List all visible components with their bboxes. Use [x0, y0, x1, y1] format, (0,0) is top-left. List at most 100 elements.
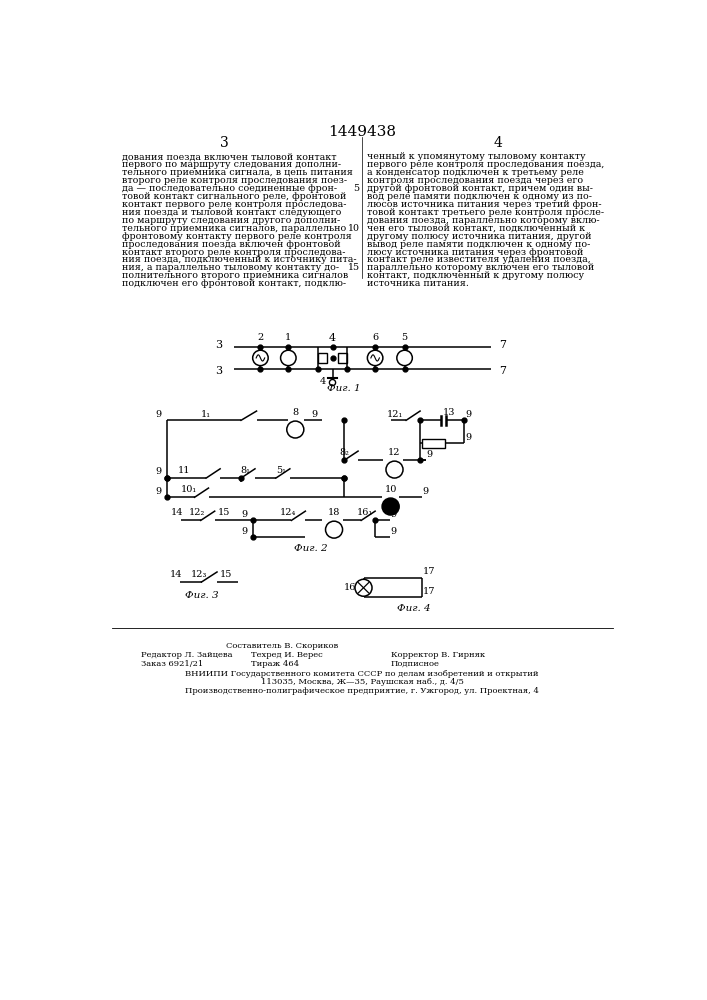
Text: Фиг. 1: Фиг. 1 [327, 384, 361, 393]
Text: Тираж 464: Тираж 464 [251, 660, 299, 668]
Text: 9: 9 [242, 527, 248, 536]
Text: подключен его фронтовой контакт, подклю-: подключен его фронтовой контакт, подклю- [122, 279, 346, 288]
Text: 4: 4 [493, 136, 502, 150]
Text: дования поезда включен тыловой контакт: дования поезда включен тыловой контакт [122, 152, 337, 161]
Text: Заказ 6921/21: Заказ 6921/21 [141, 660, 204, 668]
Bar [338, 353, 347, 363]
Text: другой фронтовой контакт, причем один вы-: другой фронтовой контакт, причем один вы… [368, 184, 593, 193]
Text: 10: 10 [348, 224, 360, 233]
Text: 5: 5 [402, 333, 408, 342]
Text: 15: 15 [348, 263, 360, 272]
Text: вывод реле памяти подключен к одному по-: вывод реле памяти подключен к одному по- [368, 240, 591, 249]
Text: 16₁: 16₁ [357, 508, 373, 517]
Text: 12₁: 12₁ [386, 410, 403, 419]
Text: 1449438: 1449438 [328, 125, 396, 139]
Text: второго реле контроля проследования поез-: второго реле контроля проследования поез… [122, 176, 347, 185]
Text: Фиг. 2: Фиг. 2 [294, 544, 327, 553]
Text: 10₁: 10₁ [181, 485, 197, 494]
Text: ВНИИПИ Государственного комитета СССР по делам изобретений и открытий: ВНИИПИ Государственного комитета СССР по… [185, 670, 539, 678]
Text: Корректор В. Гирняк: Корректор В. Гирняк [391, 651, 485, 659]
Text: товой контакт сигнального реле, фронтовой: товой контакт сигнального реле, фронтово… [122, 192, 346, 201]
Text: да — последовательно соединенные фрон-: да — последовательно соединенные фрон- [122, 184, 337, 193]
Text: 3: 3 [220, 136, 228, 150]
Text: 9: 9 [391, 510, 397, 519]
Text: Редактор Л. Зайцева: Редактор Л. Зайцева [141, 651, 233, 659]
Text: ния поезда, подключенный к источнику пита-: ния поезда, подключенный к источнику пит… [122, 255, 356, 264]
Text: 13: 13 [443, 408, 455, 417]
Text: а конденсатор подключен к третьему реле: а конденсатор подключен к третьему реле [368, 168, 584, 177]
Text: 17: 17 [423, 587, 436, 596]
Text: 9: 9 [426, 450, 433, 459]
Circle shape [397, 350, 412, 366]
Text: фронтовому контакту первого реле контроля: фронтовому контакту первого реле контрол… [122, 232, 351, 241]
Text: проследования поезда включен фронтовой: проследования поезда включен фронтовой [122, 240, 340, 249]
Text: 9: 9 [465, 410, 471, 419]
Text: 12₂: 12₂ [189, 508, 205, 517]
Circle shape [252, 350, 268, 366]
Text: тельного приемника сигналов, параллельно: тельного приемника сигналов, параллельно [122, 224, 346, 233]
Text: 12₄: 12₄ [279, 508, 296, 517]
Text: 3: 3 [215, 366, 222, 376]
Text: контакт, подключенный к другому полюсу: контакт, подключенный к другому полюсу [368, 271, 585, 280]
Text: другому полюсу источника питания, другой: другому полюсу источника питания, другой [368, 232, 592, 241]
Circle shape [281, 350, 296, 366]
Text: 15: 15 [218, 508, 230, 517]
Text: 9: 9 [391, 527, 397, 536]
Text: ния, а параллельно тыловому контакту до-: ния, а параллельно тыловому контакту до- [122, 263, 339, 272]
Text: 4: 4 [320, 377, 327, 386]
Text: 14: 14 [170, 570, 182, 579]
Text: 14: 14 [171, 508, 184, 517]
Text: Подписное: Подписное [391, 660, 440, 668]
Text: 16: 16 [344, 583, 356, 592]
Circle shape [355, 579, 372, 596]
Text: 9: 9 [155, 487, 161, 496]
Text: 9: 9 [465, 433, 471, 442]
Text: Составитель В. Скориков: Составитель В. Скориков [226, 642, 338, 650]
Text: 2: 2 [257, 333, 264, 342]
Text: 12: 12 [388, 448, 401, 457]
Circle shape [386, 461, 403, 478]
Text: контакт первого реле контроля проследова-: контакт первого реле контроля проследова… [122, 200, 346, 209]
Text: 8: 8 [292, 408, 298, 417]
Text: 9: 9 [423, 487, 428, 496]
Text: источника питания.: источника питания. [368, 279, 469, 288]
Circle shape [287, 421, 304, 438]
Circle shape [325, 521, 343, 538]
Text: контакт второго реле контроля проследова-: контакт второго реле контроля проследова… [122, 248, 345, 257]
Text: 6: 6 [372, 333, 378, 342]
Text: 12₃: 12₃ [191, 570, 207, 579]
Text: люсов источника питания через третий фрон-: люсов источника питания через третий фро… [368, 200, 602, 209]
Text: 11: 11 [178, 466, 191, 475]
Text: 8₁: 8₁ [240, 466, 250, 475]
Text: Производственно-полиграфическое предприятие, г. Ужгород, ул. Проектная, 4: Производственно-полиграфическое предприя… [185, 687, 539, 695]
Text: 1: 1 [285, 333, 291, 342]
Text: 10: 10 [385, 485, 397, 494]
Text: первого реле контроля проследования поезда,: первого реле контроля проследования поез… [368, 160, 604, 169]
Text: дования поезда, параллельно которому вклю-: дования поезда, параллельно которому вкл… [368, 216, 600, 225]
Text: полнительного второго приемника сигналов: полнительного второго приемника сигналов [122, 271, 348, 280]
Text: 4: 4 [329, 333, 336, 343]
Text: параллельно которому включен его тыловой: параллельно которому включен его тыловой [368, 263, 595, 272]
Text: ния поезда и тыловой контакт следующего: ния поезда и тыловой контакт следующего [122, 208, 341, 217]
Text: 9: 9 [242, 510, 248, 519]
Circle shape [382, 498, 399, 515]
Bar [421, 439, 445, 448]
Text: 9: 9 [155, 467, 161, 476]
Text: 7: 7 [500, 366, 506, 376]
Text: 17: 17 [423, 567, 436, 576]
Text: 18: 18 [328, 508, 340, 517]
Text: 1₁: 1₁ [201, 410, 211, 419]
Text: вод реле памяти подключен к одному из по-: вод реле памяти подключен к одному из по… [368, 192, 592, 201]
Text: ченный к упомянутому тыловому контакту: ченный к упомянутому тыловому контакту [368, 152, 586, 161]
Text: первого по маршруту следования дополни-: первого по маршруту следования дополни- [122, 160, 341, 169]
Text: контроля проследования поезда через его: контроля проследования поезда через его [368, 176, 583, 185]
Text: 113035, Москва, Ж—35, Раушская наб., д. 4/5: 113035, Москва, Ж—35, Раушская наб., д. … [260, 678, 463, 686]
Text: 15: 15 [220, 570, 233, 579]
Text: чен его тыловой контакт, подключенный к: чен его тыловой контакт, подключенный к [368, 224, 585, 233]
Text: 8₂: 8₂ [339, 448, 349, 457]
Text: 7: 7 [500, 340, 506, 350]
Text: Фиг. 3: Фиг. 3 [185, 591, 218, 600]
Text: 5: 5 [354, 184, 360, 193]
Text: 9: 9 [155, 410, 161, 419]
Text: люсу источника питания через фронтовой: люсу источника питания через фронтовой [368, 248, 584, 257]
